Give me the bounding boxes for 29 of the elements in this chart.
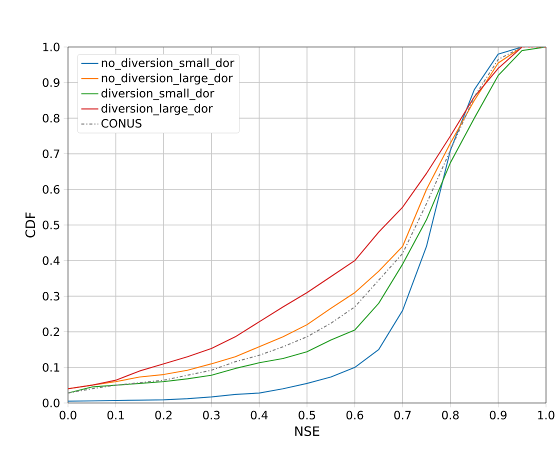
- legend-label: CONUS: [101, 119, 142, 128]
- x-tick-label: 0.3: [203, 410, 220, 420]
- x-tick-label: 1.0: [538, 410, 554, 420]
- y-axis-title: CDF: [25, 212, 36, 238]
- legend-label: no_diversion_small_dor: [102, 58, 234, 70]
- legend-label: diversion_large_dor: [101, 104, 213, 116]
- x-tick-label: 0.2: [155, 410, 172, 420]
- x-tick-label: 0.4: [250, 410, 268, 420]
- x-tick-label: 0.0: [60, 410, 76, 420]
- y-tick-label: 0.1: [42, 363, 60, 372]
- x-tick-label: 0.8: [442, 410, 459, 420]
- y-tick-label: 0.5: [42, 220, 60, 230]
- y-tick-label: 0.0: [42, 398, 60, 408]
- x-tick-label: 0.1: [107, 410, 124, 420]
- y-tick-label: 1.0: [43, 42, 60, 52]
- x-tick-label: 0.9: [490, 410, 507, 420]
- legend-label: no_diversion_large_dor: [102, 73, 233, 85]
- y-tick-label: 0.9: [42, 78, 60, 87]
- x-axis-title: NSE: [295, 426, 320, 436]
- y-tick-label: 0.2: [42, 327, 60, 336]
- y-tick-label: 0.4: [42, 256, 60, 265]
- y-tick-label: 0.6: [42, 185, 60, 194]
- x-tick-label: 0.6: [346, 410, 364, 420]
- y-tick-label: 0.8: [42, 114, 60, 123]
- y-tick-label: 0.7: [42, 149, 60, 158]
- legend-label: diversion_small_dor: [101, 88, 214, 100]
- x-tick-label: 0.7: [394, 410, 411, 420]
- y-tick-label: 0.3: [42, 292, 60, 301]
- x-tick-label: 0.5: [298, 410, 316, 420]
